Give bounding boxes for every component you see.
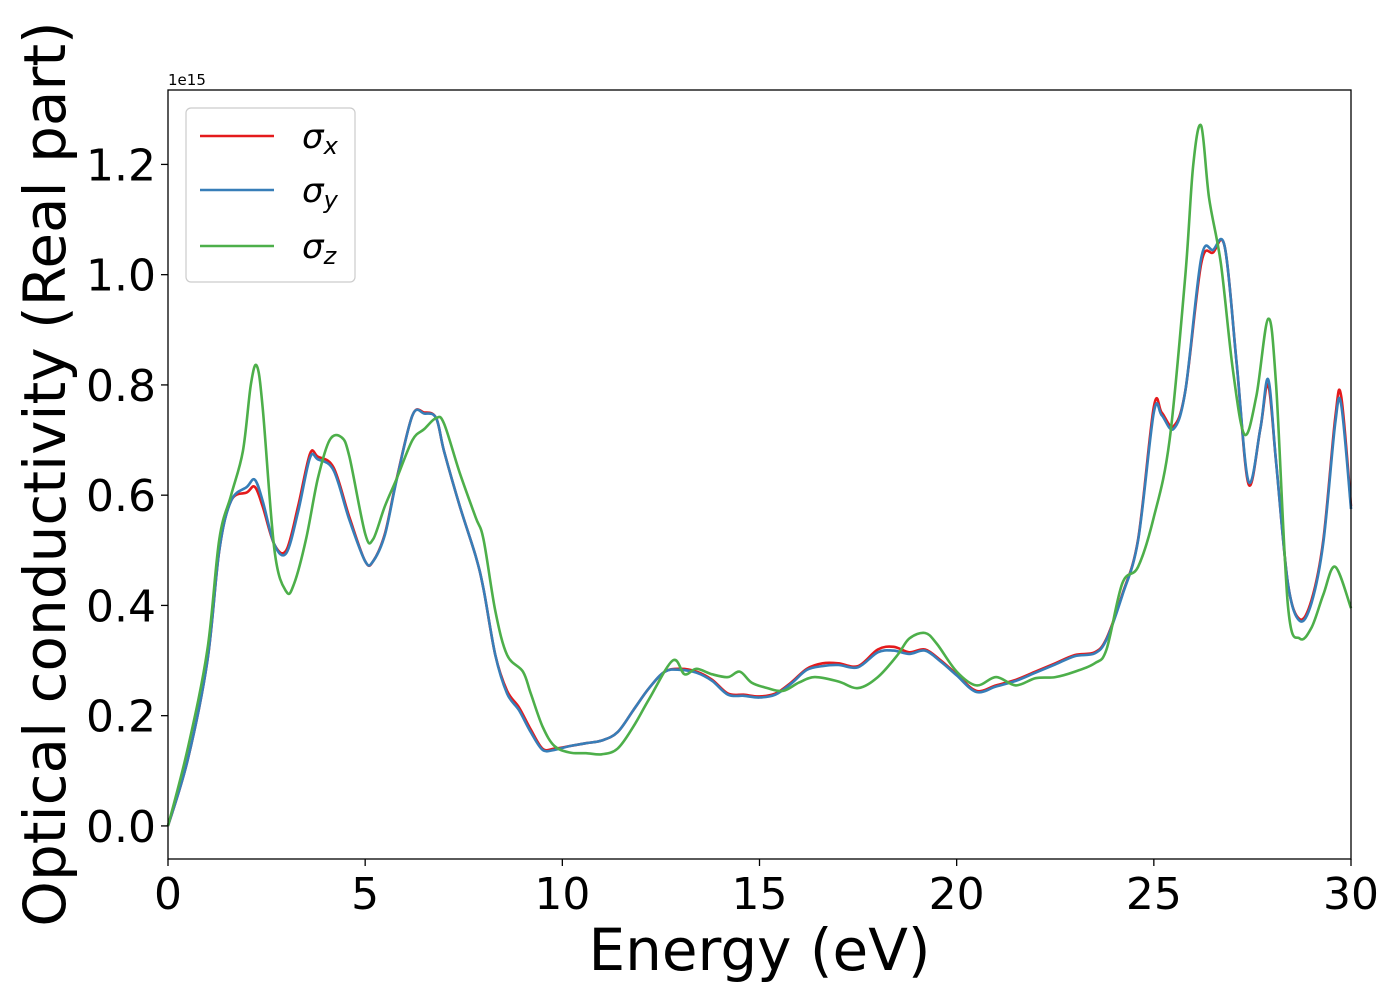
x-tick-label: 10	[534, 869, 590, 920]
plot-area	[166, 123, 1353, 827]
x-tick-label: 15	[732, 869, 788, 920]
y-tick-label: 0.0	[86, 802, 156, 853]
y-tick-label: 1.2	[86, 140, 156, 191]
y-tick-label: 1.0	[86, 251, 156, 302]
series-line-sigma-z	[166, 123, 1353, 827]
x-axis-label: Energy (eV)	[588, 916, 930, 984]
x-tick-label: 5	[351, 869, 379, 920]
y-scale-label: 1e15	[168, 71, 206, 89]
legend: σx σy σz	[185, 107, 356, 283]
x-tick-label: 30	[1323, 869, 1379, 920]
y-tick-label: 0.8	[86, 361, 156, 412]
x-axis: 0 5 10 15 20 25 30	[154, 859, 1379, 920]
x-tick-label: 25	[1126, 869, 1182, 920]
x-tick-label: 0	[154, 869, 182, 920]
y-axis: 0.0 0.2 0.4 0.6 0.8 1.0 1.2	[86, 140, 168, 853]
legend-label-sigma-y: σy	[302, 171, 339, 214]
y-axis-label: Optical conductivity (Real part)	[11, 21, 79, 926]
y-tick-label: 0.4	[86, 581, 156, 632]
y-tick-label: 0.2	[86, 692, 156, 743]
legend-label-sigma-z: σz	[302, 227, 338, 270]
legend-frame	[185, 107, 356, 283]
series-line-sigma-y	[166, 237, 1353, 827]
legend-label-sigma-x: σx	[302, 117, 339, 160]
y-tick-label: 0.6	[86, 471, 156, 522]
x-tick-label: 20	[929, 869, 985, 920]
series-line-sigma-x	[166, 238, 1353, 827]
